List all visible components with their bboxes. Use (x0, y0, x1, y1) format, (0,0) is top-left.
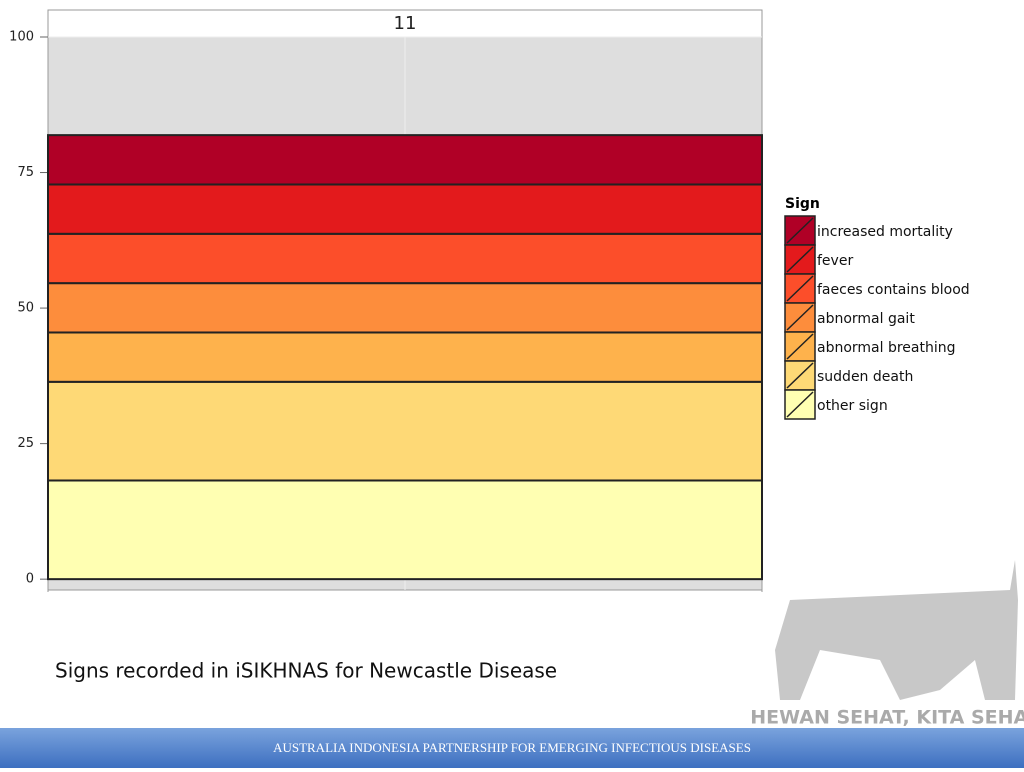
y-tick-label: 0 (26, 572, 34, 587)
y-tick-label: 100 (9, 30, 34, 45)
legend-title: Sign (785, 196, 820, 212)
bar-segment (47, 282, 763, 334)
legend-slash (786, 217, 814, 244)
footer-bar (0, 728, 1024, 768)
legend-label: abnormal gait (817, 311, 915, 327)
y-tick-label: 50 (17, 301, 34, 316)
bar-segment (47, 232, 763, 285)
footer-text: AUSTRALIA INDONESIA PARTNERSHIP FOR EMER… (273, 740, 751, 755)
strip-label: 11 (394, 13, 417, 34)
bar-segment (47, 479, 763, 581)
legend-slash (786, 275, 814, 302)
legend-label: faeces contains blood (817, 282, 970, 298)
legend-label: increased mortality (817, 224, 953, 240)
legend-slash (786, 391, 814, 418)
legend-label: sudden death (817, 369, 913, 385)
bar-segment (47, 380, 763, 482)
y-tick-label: 75 (17, 165, 34, 180)
strip (47, 9, 763, 38)
y-tick-label: 25 (17, 436, 34, 451)
bar-segment (47, 134, 763, 186)
legend-slash (786, 246, 814, 273)
legend-label: other sign (817, 398, 888, 414)
caption: Signs recorded in iSIKHNAS for Newcastle… (55, 659, 557, 683)
logo: HEWAN SEHAT, KITA SEHAT (750, 560, 1024, 729)
legend-label: abnormal breathing (817, 340, 956, 356)
legend-slash (786, 333, 814, 360)
bar-segment (47, 331, 763, 383)
animal-silhouette (775, 560, 1018, 700)
legend-label: fever (817, 253, 853, 269)
legend-slash (786, 304, 814, 331)
bar-segment (47, 183, 763, 235)
legend-slash (786, 362, 814, 389)
logo-text: HEWAN SEHAT, KITA SEHAT (750, 707, 1024, 729)
